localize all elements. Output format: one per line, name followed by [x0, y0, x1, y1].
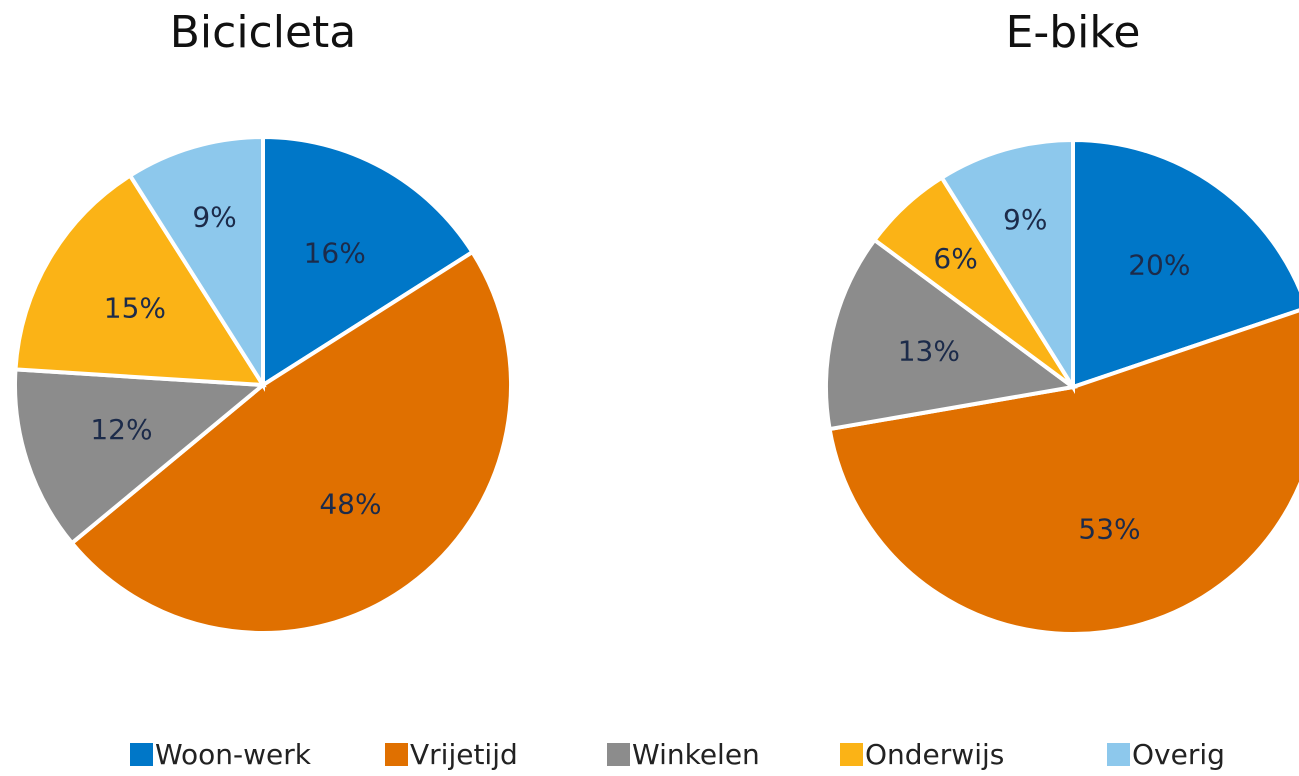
legend-label: Woon-werk: [155, 738, 312, 771]
chart-title: E-bike: [1006, 7, 1141, 58]
value-label: 48%: [319, 487, 381, 520]
pie-slice: [13, 367, 269, 546]
legend-swatch: [607, 743, 630, 766]
chart-title: Bicicleta: [170, 7, 357, 58]
legend-swatch: [385, 743, 408, 766]
legend-label: Vrijetijd: [410, 738, 518, 771]
legend-swatch: [1107, 743, 1130, 766]
legend-label: Overig: [1132, 738, 1225, 771]
value-label: 6%: [933, 242, 977, 275]
legend-label: Winkelen: [632, 738, 760, 771]
pie-slice: [824, 237, 1078, 432]
value-label: 16%: [304, 237, 366, 270]
pie-slice: [69, 249, 513, 635]
pie-slice: [939, 137, 1075, 394]
legend-label: Onderwijs: [865, 738, 1004, 771]
pie-slice: [1071, 137, 1299, 390]
legend-swatch: [840, 743, 863, 766]
value-label: 9%: [1003, 203, 1047, 236]
value-label: 12%: [90, 413, 152, 446]
pie-slice: [261, 134, 476, 389]
value-label: 20%: [1128, 249, 1190, 282]
legend-swatch: [130, 743, 153, 766]
value-label: 53%: [1078, 513, 1140, 546]
pie-slice: [127, 134, 265, 392]
value-label: 13%: [898, 335, 960, 368]
value-label: 15%: [104, 291, 166, 324]
pie-slice: [13, 172, 267, 388]
pie-slice: [827, 308, 1299, 636]
value-label: 9%: [192, 200, 236, 233]
